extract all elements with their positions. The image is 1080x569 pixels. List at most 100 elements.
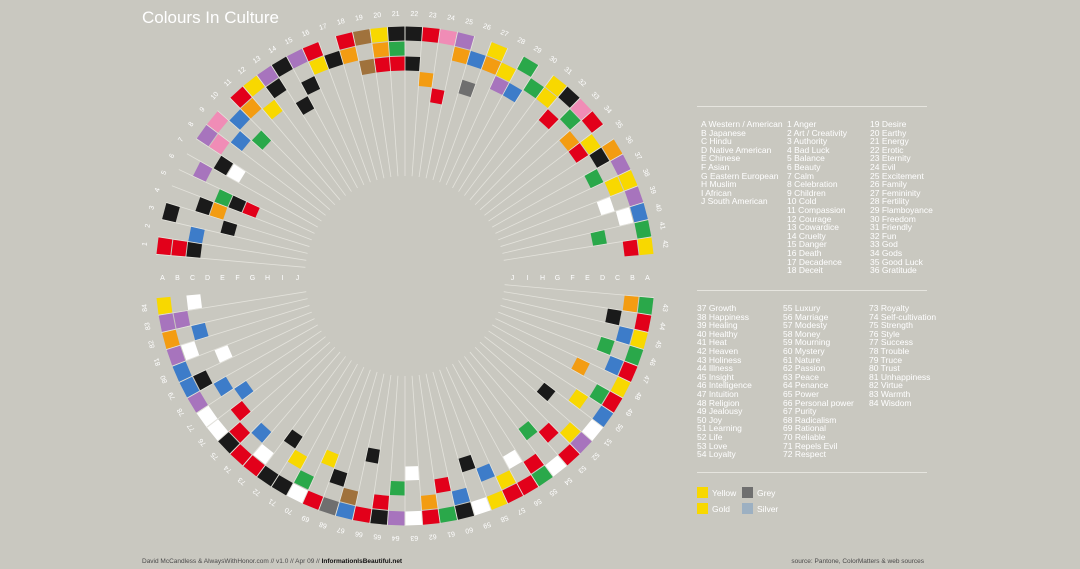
colour-cell [422, 27, 440, 43]
spoke-number: 80 [160, 374, 170, 384]
colour-cell [172, 361, 192, 382]
colour-cell [196, 405, 218, 427]
spoke-number: 61 [446, 529, 455, 537]
colour-cell [218, 432, 240, 454]
legend-entry: B Japanese [701, 127, 746, 138]
spoke-line [186, 153, 318, 228]
colour-cell [166, 345, 186, 366]
legend-entry: 40 Healthy [697, 328, 738, 339]
legend-entry: 21 Energy [870, 136, 909, 147]
spoke-number: 27 [499, 29, 509, 38]
spoke-line [418, 28, 441, 178]
legend-entry: 76 Style [869, 328, 900, 339]
spoke-line [500, 305, 645, 350]
colour-cell [580, 134, 601, 155]
spoke-line [256, 356, 346, 478]
legend-entry: 63 Peace [783, 371, 819, 382]
spoke-number: 40 [653, 203, 662, 212]
colour-cell [455, 32, 475, 50]
colour-cell [257, 65, 279, 87]
colour-cell [486, 42, 508, 62]
spoke-number: 51 [602, 437, 612, 448]
spoke-line [492, 153, 624, 228]
culture-letter: A [645, 275, 650, 282]
spoke-line [301, 47, 365, 186]
swatch-label: Grey [757, 488, 776, 498]
spoke-line [495, 318, 632, 383]
colour-cell [637, 237, 654, 256]
colour-cell [302, 490, 324, 510]
colour-cell [615, 326, 634, 345]
spoke-number: 46 [648, 357, 657, 367]
spoke-line [500, 202, 645, 247]
spoke-number: 48 [633, 391, 643, 401]
spoke-number: 55 [548, 487, 558, 497]
legend-entry: 12 Courage [787, 213, 832, 224]
colour-cell [517, 56, 539, 77]
colour-cell [158, 313, 176, 332]
spoke-line [474, 97, 581, 206]
spoke-number: 22 [410, 11, 418, 18]
colour-cell [340, 46, 359, 65]
colour-cell [523, 78, 544, 99]
colour-cell [193, 370, 213, 391]
colour-cell [615, 207, 634, 226]
colour-cell [335, 32, 355, 50]
spoke-number: 47 [641, 374, 651, 384]
spoke-line [386, 375, 399, 526]
colour-cell [287, 48, 308, 69]
colour-cell [372, 494, 389, 510]
colour-cell [581, 111, 603, 133]
spoke-number: 45 [653, 339, 662, 348]
brand-link[interactable]: InformationIsBeautiful.net [321, 558, 403, 565]
legend-entry: 14 Cruelty [787, 230, 826, 241]
colour-cell [430, 88, 445, 105]
legend-entry: 65 Power [783, 388, 819, 399]
culture-letter: C [190, 275, 195, 282]
meanings-legend-5: 73 Royalty 74 Self-cultivation 75 Strength… [869, 304, 936, 407]
legend-entry: 13 Cowardice [787, 222, 839, 233]
colour-cell [502, 83, 523, 103]
spoke-line [488, 138, 615, 222]
meanings-legend-3: 37 Growth 38 Happiness 39 Healing 40 Health… [697, 304, 752, 459]
spoke-line [256, 74, 346, 196]
colour-cell [559, 131, 580, 151]
legend-entry: 22 Erotic [870, 144, 904, 155]
spoke-line [469, 351, 568, 467]
spoke-line [425, 373, 458, 521]
spoke-number: 82 [148, 339, 157, 348]
colour-cell [226, 164, 246, 183]
colour-cell [458, 79, 476, 98]
legend-entry: 1 Anger [787, 119, 817, 129]
colour-cell [302, 42, 324, 62]
legend-entry: 75 Strength [869, 320, 913, 331]
colour-cell [451, 46, 470, 65]
legend-entry: 46 Intelligence [697, 380, 752, 391]
spoke-line [369, 28, 392, 178]
colour-cell [560, 109, 581, 130]
legend-entry: 55 Luxury [783, 303, 821, 313]
colour-cell [438, 29, 457, 46]
spoke-line [425, 31, 458, 179]
culture-letter: E [220, 275, 225, 282]
legend-entry: 47 Intuition [697, 388, 739, 399]
colour-cell [622, 295, 639, 313]
spoke-line [469, 85, 568, 201]
spoke-line [498, 311, 639, 367]
spoke-number: 25 [464, 18, 473, 27]
spoke-number: 72 [252, 487, 262, 497]
colour-cell [545, 455, 567, 477]
legend-entry: 56 Marriage [783, 311, 829, 322]
colour-cell [568, 143, 589, 163]
spoke-line [488, 330, 615, 414]
colour-cell [517, 475, 539, 496]
spoke-line [195, 138, 322, 222]
colour-cell [374, 57, 391, 73]
spoke-number: 69 [301, 513, 311, 522]
spoke-number: 28 [516, 37, 526, 47]
spoke-number: 31 [563, 66, 574, 76]
colour-cell [181, 341, 200, 361]
colour-cell [592, 405, 614, 427]
spoke-number: 64 [392, 534, 400, 541]
colour-cell [466, 50, 486, 69]
